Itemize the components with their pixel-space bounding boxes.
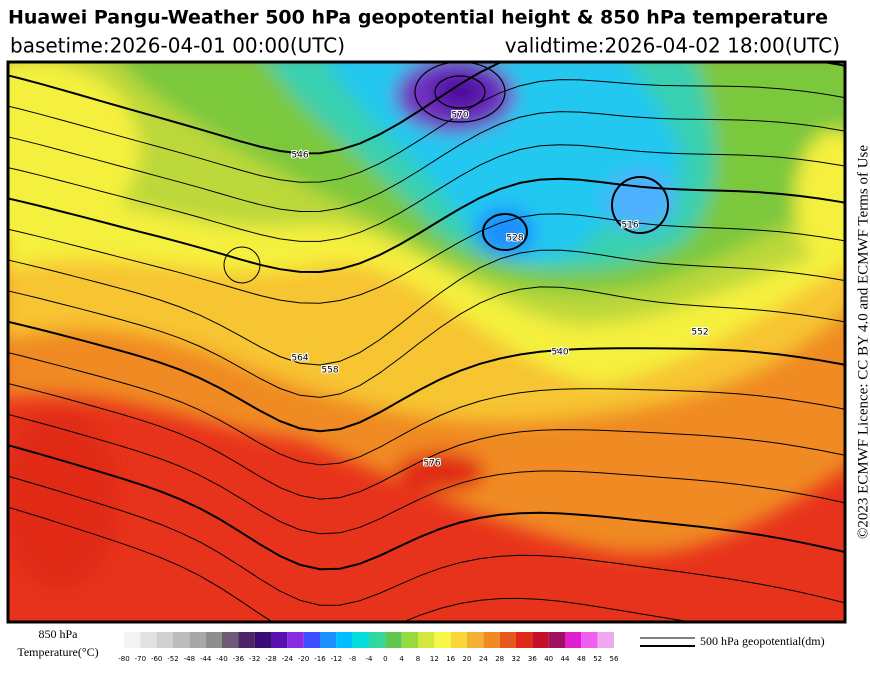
colorbar-tick-label: 4 bbox=[399, 655, 404, 663]
colorbar-title: Temperature(°C) bbox=[17, 645, 98, 659]
contour-line bbox=[8, 475, 845, 606]
colorbar-tick-label: 16 bbox=[446, 655, 455, 663]
colorbar-tick-label: -8 bbox=[349, 655, 356, 663]
map: 576 552 528 516 540 564 558 570 546 bbox=[8, 62, 845, 622]
colorbar-cell bbox=[303, 632, 320, 648]
colorbar-tick-label: 48 bbox=[577, 655, 586, 663]
contour-labels: 576 552 528 516 540 564 558 570 546 bbox=[290, 110, 709, 470]
colorbar-tick-label: -24 bbox=[282, 655, 294, 663]
colorbar-cell bbox=[548, 632, 565, 648]
colorbar-cell bbox=[238, 632, 255, 648]
license: ©2023 ECMWF Licence: CC BY 4.0 and ECMWF… bbox=[855, 145, 870, 539]
contour-line bbox=[8, 177, 845, 274]
title: Huawei Pangu-Weather 500 hPa geopotentia… bbox=[8, 7, 828, 29]
contour-line bbox=[8, 382, 845, 500]
colorbar-cell bbox=[369, 632, 386, 648]
geopotential-contours bbox=[8, 62, 845, 622]
colorbar-tick-label: 52 bbox=[593, 655, 602, 663]
colorbar-cell bbox=[352, 632, 369, 648]
contour-line bbox=[8, 213, 845, 304]
colorbar-tick-label: 8 bbox=[416, 655, 420, 663]
colorbar-tick-label: 32 bbox=[512, 655, 521, 663]
colorbar-cell bbox=[499, 632, 516, 648]
colorbar-tick-label: -80 bbox=[118, 655, 129, 663]
colorbar-cell bbox=[516, 632, 533, 648]
contour-label: 552 bbox=[691, 328, 708, 338]
contour-line bbox=[8, 144, 845, 242]
colorbar-tick-label: -40 bbox=[216, 655, 227, 663]
colorbar-tick-label: 0 bbox=[383, 655, 387, 663]
contour-label: 570 bbox=[451, 111, 468, 121]
colorbar-tick-label: -16 bbox=[314, 655, 326, 663]
contour-line bbox=[8, 444, 845, 571]
colorbar-tick-label: -48 bbox=[184, 655, 195, 663]
colorbar-tick-label: -52 bbox=[167, 655, 178, 663]
contour-line bbox=[8, 352, 845, 466]
colorbar-tick-label: 56 bbox=[610, 655, 619, 663]
colorbar-tick-label: 40 bbox=[544, 655, 553, 663]
colorbar-tick-label: 12 bbox=[430, 655, 439, 663]
colorbar-cell bbox=[581, 632, 598, 648]
colorbar-tick-label: -60 bbox=[151, 655, 162, 663]
temperature-field bbox=[8, 62, 845, 590]
colorbar-cell bbox=[124, 632, 141, 648]
colorbar-tick-label: -4 bbox=[366, 655, 374, 663]
colorbar-tick-label: -32 bbox=[249, 655, 260, 663]
colorbar-title: 850 hPa bbox=[39, 627, 79, 641]
colorbar-cell bbox=[467, 632, 484, 648]
colorbar-cell bbox=[565, 632, 582, 648]
contour-label: 564 bbox=[291, 354, 308, 364]
contour-line bbox=[8, 320, 845, 433]
colorbar-tick-label: -20 bbox=[298, 655, 309, 663]
contour-label: 540 bbox=[551, 348, 568, 358]
colorbar-cell bbox=[483, 632, 500, 648]
legend-label: 500 hPa geopotential(dm) bbox=[700, 634, 825, 648]
colorbar-cell bbox=[597, 632, 614, 648]
validtime: validtime:2026-04-02 18:00(UTC) bbox=[505, 34, 840, 58]
colorbar-cell bbox=[271, 632, 288, 648]
contour-label: 558 bbox=[321, 366, 338, 376]
colorbar-cell bbox=[532, 632, 549, 648]
colorbar-cell bbox=[287, 632, 304, 648]
colorbar-tick-label: 20 bbox=[463, 655, 472, 663]
contour-line bbox=[8, 413, 845, 535]
colorbar-tick-label: -70 bbox=[135, 655, 146, 663]
colorbar-cell bbox=[189, 632, 206, 648]
colorbar-cell bbox=[205, 632, 222, 648]
colorbar-cell bbox=[385, 632, 402, 648]
colorbar: -80 -70 -60 -52 -48 -44 -40 -36 -32 -28 -24 -20 -16-… bbox=[118, 632, 619, 663]
colorbar-cell bbox=[401, 632, 418, 648]
contour-label: 516 bbox=[621, 221, 638, 231]
contour-label: 576 bbox=[423, 459, 440, 469]
contour-line bbox=[8, 62, 845, 155]
colorbar-tick-label: -36 bbox=[233, 655, 245, 663]
colorbar-tick-label: -12 bbox=[331, 655, 342, 663]
contour-line bbox=[8, 79, 845, 183]
colorbar-tick-label: -28 bbox=[265, 655, 276, 663]
colorbar-cell bbox=[222, 632, 239, 648]
colorbar-cell bbox=[173, 632, 190, 648]
colorbar-cell bbox=[434, 632, 451, 648]
colorbar-cell bbox=[156, 632, 173, 648]
colorbar-tick-label: 24 bbox=[479, 655, 488, 663]
colorbar-cell bbox=[418, 632, 435, 648]
contour-label: 546 bbox=[291, 151, 308, 161]
colorbar-tick-label: 44 bbox=[561, 655, 570, 663]
colorbar-cell bbox=[450, 632, 467, 648]
contour-label: 528 bbox=[506, 234, 523, 244]
contour-line bbox=[8, 111, 845, 213]
colorbar-cell bbox=[140, 632, 157, 648]
colorbar-tick-label: 28 bbox=[495, 655, 504, 663]
colorbar-cell bbox=[254, 632, 271, 648]
contour-line bbox=[8, 506, 694, 622]
colorbar-tick-label: -44 bbox=[200, 655, 212, 663]
colorbar-tick-label: 36 bbox=[528, 655, 537, 663]
colorbar-cell bbox=[336, 632, 353, 648]
colorbar-cell bbox=[320, 632, 337, 648]
map-frame bbox=[6, 60, 847, 624]
contour-line bbox=[8, 249, 845, 366]
contour-line bbox=[8, 286, 845, 398]
basetime: basetime:2026-04-01 00:00(UTC) bbox=[10, 34, 345, 58]
